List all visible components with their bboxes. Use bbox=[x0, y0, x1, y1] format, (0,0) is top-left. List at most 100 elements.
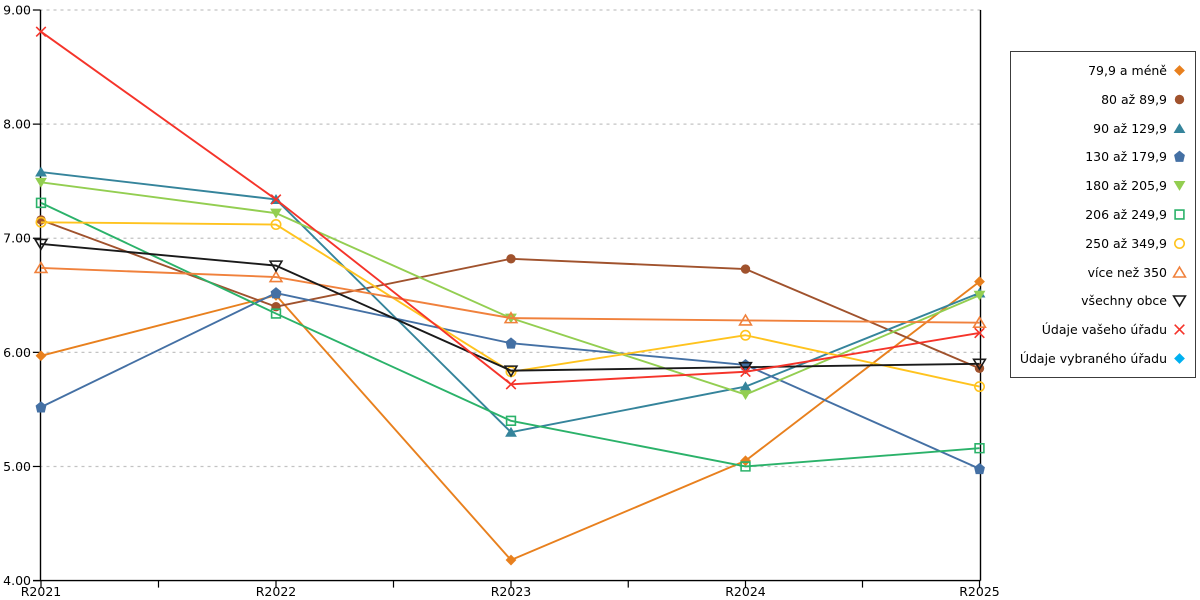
x-axis-label: R2023 bbox=[491, 584, 532, 599]
legend-marker bbox=[1174, 209, 1185, 220]
triangle-down-marker-icon bbox=[973, 290, 986, 301]
x-axis-label: R2022 bbox=[256, 584, 297, 599]
legend-label: Údaje vybraného úřadu bbox=[1019, 351, 1167, 367]
triangle-down-marker-icon bbox=[270, 208, 282, 219]
series-line bbox=[40, 221, 980, 388]
legend-marker bbox=[1174, 94, 1185, 104]
square-marker-icon bbox=[740, 461, 751, 472]
pentagon-marker-icon bbox=[505, 337, 517, 349]
pentagon-marker-icon bbox=[974, 462, 985, 475]
square-marker-icon bbox=[270, 308, 282, 319]
legend-item: 80 až 89,9 bbox=[1015, 87, 1187, 112]
x-marker-icon bbox=[974, 327, 985, 339]
legend-label: 180 až 205,9 bbox=[1085, 178, 1167, 194]
legend-marker bbox=[1174, 324, 1185, 336]
triangle-up-marker-icon bbox=[505, 426, 517, 437]
legend-label: 90 až 129,9 bbox=[1093, 120, 1167, 136]
series-line bbox=[40, 30, 980, 386]
circle-marker-icon bbox=[506, 254, 516, 264]
triangle-down-marker-icon bbox=[739, 390, 752, 400]
x-axis-label: R2024 bbox=[725, 584, 766, 599]
triangle-down-marker-icon bbox=[503, 365, 519, 378]
series-line bbox=[40, 171, 980, 434]
triangle-up-marker-icon bbox=[739, 381, 752, 392]
x-marker-icon bbox=[1174, 324, 1185, 336]
y-axis-label: 7.00 bbox=[3, 231, 31, 246]
diamond-marker-icon bbox=[974, 276, 985, 288]
diamond-marker-icon bbox=[35, 350, 47, 362]
legend-label: 79,9 a méně bbox=[1088, 62, 1167, 78]
triangle-up-marker-icon bbox=[503, 311, 519, 324]
circle-marker-icon bbox=[271, 302, 281, 312]
legend-marker bbox=[1173, 122, 1186, 133]
legend-marker bbox=[1174, 237, 1185, 249]
legend-marker bbox=[1172, 295, 1187, 308]
triangle-up-marker-icon bbox=[738, 313, 753, 326]
triangle-down-marker-icon bbox=[738, 361, 753, 375]
triangle-up-marker-icon bbox=[35, 166, 47, 177]
legend-marker bbox=[1174, 150, 1185, 163]
triangle-down-marker-icon bbox=[33, 238, 49, 251]
legend-marker bbox=[1173, 181, 1186, 192]
x-marker-icon bbox=[35, 26, 47, 38]
legend-marker bbox=[1174, 65, 1185, 76]
legend-marker bbox=[1174, 353, 1185, 364]
legend-item: všechny obce bbox=[1015, 288, 1187, 313]
legend-label: všechny obce bbox=[1081, 293, 1167, 309]
x-axis-label: R2025 bbox=[959, 584, 1000, 599]
x-marker-icon bbox=[505, 378, 517, 390]
diamond-marker-icon bbox=[1174, 353, 1185, 364]
legend-label: více než 350 bbox=[1087, 264, 1167, 280]
series-line bbox=[40, 202, 980, 468]
circle-marker-icon bbox=[973, 381, 985, 393]
y-axis-label: 9.00 bbox=[3, 3, 31, 18]
legend-item: 206 až 249,9 bbox=[1015, 202, 1187, 227]
square-marker-icon bbox=[35, 197, 47, 209]
y-axis-label: 6.00 bbox=[3, 345, 31, 360]
series-line bbox=[40, 243, 980, 372]
legend-label: 206 až 249,9 bbox=[1085, 206, 1167, 222]
triangle-up-marker-icon bbox=[1172, 265, 1187, 278]
pentagon-marker-icon bbox=[1174, 150, 1185, 163]
y-axis-label: 5.00 bbox=[3, 459, 31, 474]
circle-marker-icon bbox=[270, 219, 282, 231]
triangle-up-marker-icon bbox=[33, 260, 49, 274]
diamond-marker-icon bbox=[1174, 65, 1185, 76]
triangle-down-marker-icon bbox=[1173, 181, 1186, 192]
legend-label: 130 až 179,9 bbox=[1085, 149, 1167, 165]
circle-marker-icon bbox=[1174, 237, 1185, 249]
pentagon-marker-icon bbox=[35, 401, 47, 413]
triangle-up-marker-icon bbox=[972, 315, 987, 328]
legend-item: 250 až 349,9 bbox=[1015, 231, 1187, 256]
diamond-marker-icon bbox=[505, 554, 517, 566]
triangle-down-marker-icon bbox=[1172, 295, 1187, 308]
square-marker-icon bbox=[974, 443, 985, 454]
y-axis-label: 4.00 bbox=[3, 573, 31, 588]
legend-box: 79,9 a méně 80 až 89,9 90 až 129,9 130 až 1… bbox=[1010, 51, 1196, 378]
triangle-up-marker-icon bbox=[268, 270, 284, 283]
square-marker-icon bbox=[1174, 209, 1185, 220]
legend-item: více než 350 bbox=[1015, 260, 1187, 285]
legend-item: 79,9 a méně bbox=[1015, 58, 1187, 83]
legend-item: 90 až 129,9 bbox=[1015, 116, 1187, 141]
x-marker-icon bbox=[740, 366, 751, 378]
legend-item: 180 až 205,9 bbox=[1015, 173, 1187, 198]
legend-item: 130 až 179,9 bbox=[1015, 144, 1187, 169]
triangle-up-marker-icon bbox=[1173, 122, 1186, 133]
triangle-down-marker-icon bbox=[35, 177, 47, 188]
legend-label: 80 až 89,9 bbox=[1101, 91, 1167, 107]
square-marker-icon bbox=[505, 415, 517, 427]
circle-marker-icon bbox=[1174, 94, 1185, 104]
circle-marker-icon bbox=[35, 216, 47, 228]
y-axis-label: 8.00 bbox=[3, 117, 31, 132]
circle-marker-icon bbox=[740, 264, 751, 274]
legend-marker bbox=[1172, 265, 1187, 278]
diamond-marker-icon bbox=[740, 455, 751, 467]
legend-item: Údaje vybraného úřadu bbox=[1015, 346, 1187, 371]
triangle-down-marker-icon bbox=[972, 358, 987, 371]
x-axis-label: R2021 bbox=[21, 584, 62, 599]
legend-label: Údaje vašeho úřadu bbox=[1041, 322, 1167, 338]
legend-item: Údaje vašeho úřadu bbox=[1015, 317, 1187, 342]
